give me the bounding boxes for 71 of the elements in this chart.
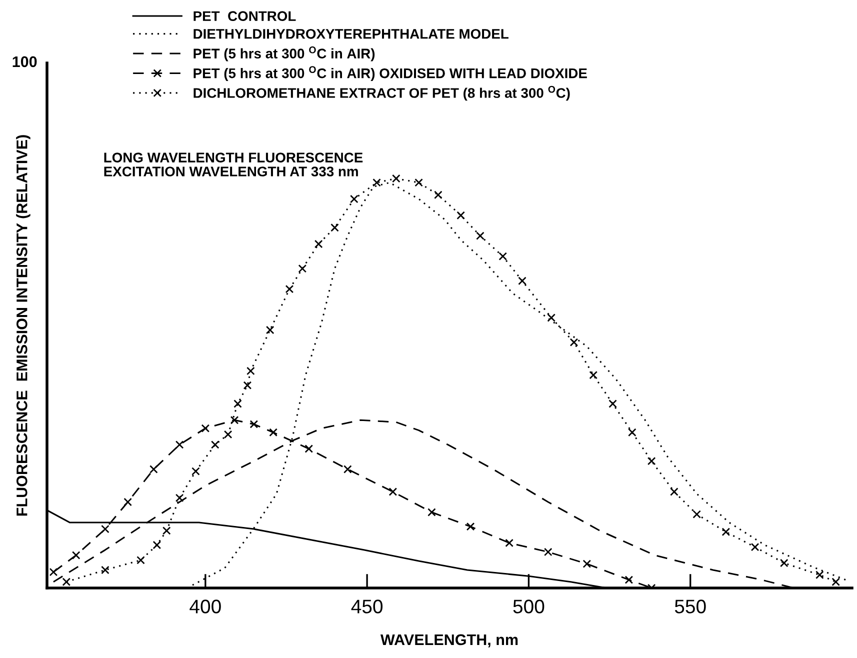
point bbox=[350, 194, 358, 204]
point bbox=[162, 526, 171, 535]
point bbox=[285, 284, 294, 294]
point bbox=[72, 551, 80, 560]
point bbox=[628, 428, 636, 437]
point bbox=[476, 232, 484, 240]
point bbox=[192, 467, 200, 476]
point bbox=[414, 178, 423, 187]
point bbox=[304, 444, 314, 453]
legend-label: DIETHYLDIHYDROXYTEREPHTHALATE MODEL bbox=[194, 28, 508, 39]
point bbox=[243, 381, 252, 390]
point bbox=[62, 578, 71, 586]
point bbox=[624, 576, 634, 584]
point bbox=[456, 211, 465, 220]
point bbox=[608, 400, 617, 408]
point bbox=[392, 174, 400, 183]
text: 100 bbox=[12, 56, 37, 68]
point bbox=[466, 522, 475, 531]
legend-label: DICHLOROMETHANE EXTRACT OF PET (8 hrs at 300 $^{O}$C) bbox=[194, 86, 570, 101]
point bbox=[210, 440, 220, 449]
point bbox=[832, 578, 840, 586]
point bbox=[750, 542, 760, 552]
x-tick-label: 500 bbox=[513, 600, 544, 614]
legend-label: PET (5 hrs at 300 $^{O}$C in AIR) OXIDISED WITH LEAD DIOXIDE bbox=[194, 66, 587, 81]
point bbox=[428, 508, 436, 516]
x-axis-title: WAVELENGTH, nm bbox=[380, 634, 518, 648]
point bbox=[343, 465, 352, 474]
point bbox=[388, 488, 398, 496]
point bbox=[330, 223, 339, 232]
point bbox=[589, 370, 598, 380]
point bbox=[175, 494, 184, 502]
point bbox=[570, 338, 578, 346]
point bbox=[780, 558, 788, 568]
point bbox=[544, 548, 552, 556]
point bbox=[434, 190, 442, 200]
point bbox=[816, 570, 824, 580]
point bbox=[498, 252, 508, 260]
point bbox=[224, 430, 232, 439]
legend-label: PET CONTROL bbox=[194, 11, 296, 22]
point bbox=[101, 566, 110, 574]
point bbox=[230, 416, 239, 424]
y-axis-title: FLUORESCENCE EMISSION INTENSITY (RELATIVE) bbox=[16, 135, 30, 516]
x-tick-label: 550 bbox=[674, 600, 706, 614]
point bbox=[582, 560, 592, 568]
point bbox=[175, 440, 184, 449]
point bbox=[372, 178, 381, 187]
point bbox=[722, 528, 730, 536]
point bbox=[150, 465, 158, 474]
legend-label: PET (5 hrs at 300 $^{O}$C in AIR) bbox=[194, 46, 375, 62]
point bbox=[201, 424, 210, 432]
point bbox=[547, 314, 556, 322]
point bbox=[234, 400, 242, 408]
point bbox=[101, 524, 110, 534]
point bbox=[505, 538, 514, 548]
x-tick-label: 450 bbox=[351, 600, 383, 614]
point bbox=[692, 510, 701, 518]
text: LONG WAVELENGTH FLUORESCENCE EXCITATION WAVELENGTH AT 333 nm bbox=[104, 152, 363, 176]
point bbox=[250, 420, 258, 428]
point bbox=[647, 456, 656, 466]
point bbox=[124, 498, 132, 506]
x-tick-label: 400 bbox=[190, 600, 221, 614]
point bbox=[269, 428, 278, 437]
point bbox=[266, 326, 274, 334]
point bbox=[314, 240, 323, 248]
point bbox=[49, 568, 58, 576]
point bbox=[298, 264, 307, 273]
point bbox=[518, 276, 526, 286]
point bbox=[246, 366, 255, 376]
point bbox=[152, 540, 162, 550]
point bbox=[670, 488, 678, 496]
point bbox=[136, 556, 145, 564]
